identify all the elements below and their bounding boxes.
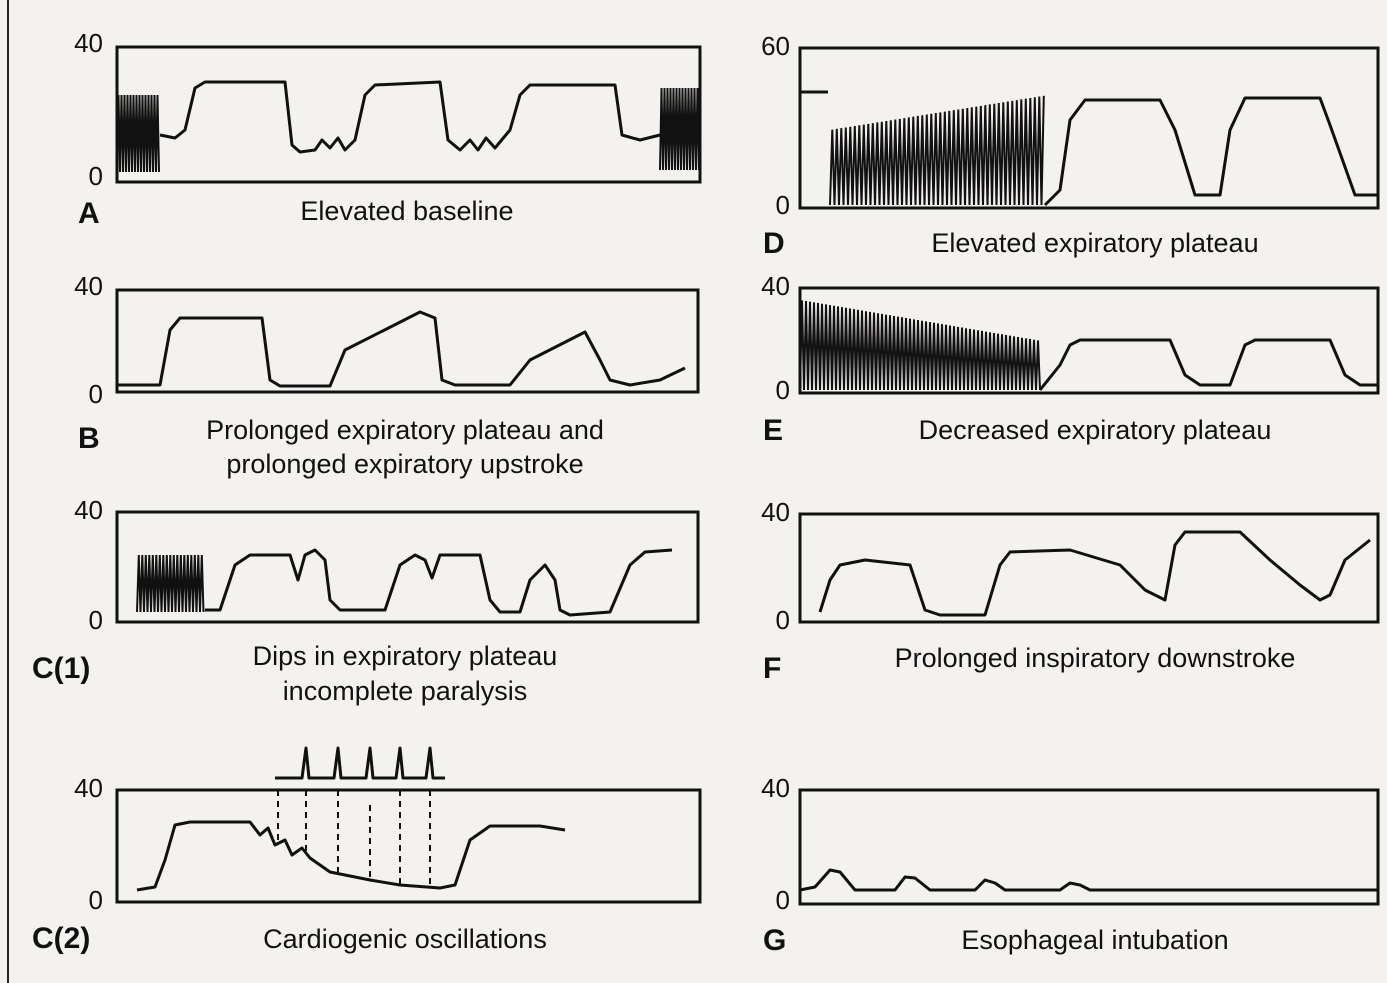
axis-tick-label: 40 (74, 28, 103, 58)
axis-tick-label: 0 (89, 885, 103, 915)
waveforms (115, 45, 1380, 906)
axis-tick-label: 0 (776, 605, 790, 635)
ecg-trace (275, 746, 445, 780)
oscillation-burst (799, 300, 1041, 391)
panel-frame (798, 512, 1380, 624)
panel-letter: B (78, 422, 100, 455)
waveform (117, 310, 686, 388)
panel-letter: F (763, 652, 781, 685)
panel-caption: Decreased expiratory plateau (919, 415, 1272, 445)
panel-letter: C(1) (32, 652, 90, 685)
axis-tick-label: 0 (89, 605, 103, 635)
oscillation-burst (136, 554, 205, 613)
panel-frame (798, 788, 1380, 906)
panel-caption: Prolonged inspiratory downstroke (895, 643, 1296, 673)
oscillation-burst (116, 94, 160, 173)
oscillation-burst (829, 95, 1045, 206)
panel-letter: A (78, 197, 100, 230)
axis-tick-label: 60 (761, 31, 790, 61)
axis-tick-label: 0 (776, 885, 790, 915)
panel-frame (115, 288, 700, 394)
waveform (136, 820, 566, 892)
axis-tick-label: 40 (761, 271, 790, 301)
waveform (205, 548, 673, 617)
axis-tick-label: 40 (74, 495, 103, 525)
axis-tick-label: 40 (761, 773, 790, 803)
axis-tick-label: 0 (776, 190, 790, 220)
waveform (1038, 338, 1378, 391)
waveform (159, 80, 661, 154)
waveform (818, 530, 1371, 617)
panel-frame (798, 286, 1380, 395)
panel-frame (115, 788, 702, 904)
axis-tick-label: 40 (761, 497, 790, 527)
axis-tick-label: 40 (74, 271, 103, 301)
panel-frame (115, 45, 702, 184)
axis-tick-label: 0 (776, 375, 790, 405)
panel-caption: Esophageal intubation (961, 925, 1228, 955)
waveform (1043, 96, 1378, 207)
panel-frame (115, 510, 700, 624)
panel-frame (798, 46, 1380, 210)
panel-caption: Elevated expiratory plateau (931, 228, 1258, 258)
panel-caption: prolonged expiratory upstroke (226, 449, 583, 479)
panel-caption: Dips in expiratory plateau (253, 641, 558, 671)
panel-letter: G (763, 924, 786, 957)
axis-tick-label: 0 (89, 379, 103, 409)
axis-tick-label: 0 (89, 161, 103, 191)
panel-letter: D (763, 227, 785, 260)
panel-caption: Cardiogenic oscillations (263, 924, 547, 954)
panel-caption: Elevated baseline (300, 196, 513, 226)
waveform (799, 868, 1378, 892)
axis-tick-label: 40 (74, 773, 103, 803)
panel-letter: E (763, 414, 783, 447)
panel-letter: C(2) (32, 922, 90, 955)
panel-caption: Prolonged expiratory plateau and (206, 415, 604, 445)
panel-caption: incomplete paralysis (283, 676, 528, 706)
oscillation-burst (659, 87, 700, 171)
